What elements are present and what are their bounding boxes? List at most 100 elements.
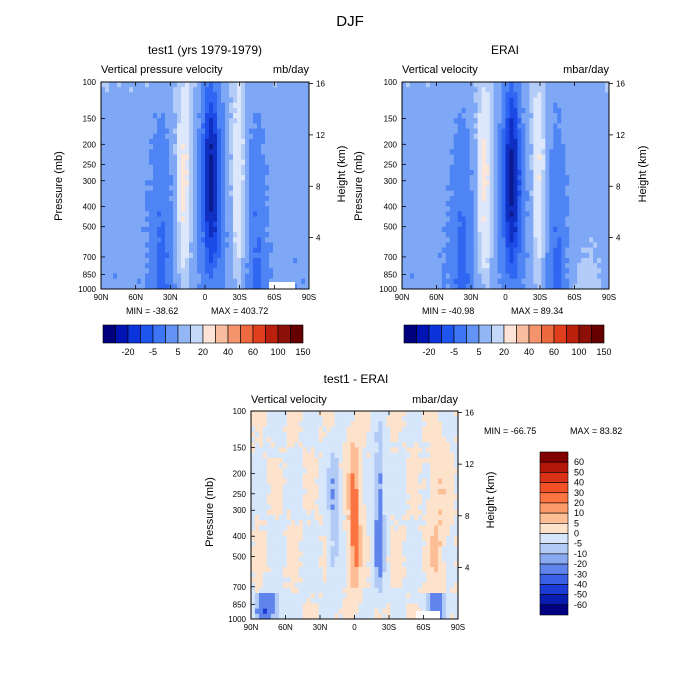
field-cell [137, 164, 142, 171]
y-tick-label: 200 [384, 140, 398, 149]
field-cell [454, 431, 459, 438]
field-cell [105, 221, 110, 228]
field-cell [251, 463, 256, 469]
field-cell [209, 185, 214, 192]
field-cell [418, 431, 423, 438]
field-cell [382, 447, 387, 453]
field-cell [461, 82, 467, 88]
colorbar-swatch [541, 324, 555, 344]
field-cell [557, 133, 562, 140]
field-cell [545, 128, 550, 135]
field-cell [402, 175, 407, 181]
field-cell [137, 138, 142, 145]
field-cell [477, 164, 482, 171]
field-cell [553, 278, 558, 285]
field-cell [121, 128, 126, 135]
field-cell [481, 138, 486, 145]
field-cell [406, 452, 411, 459]
field-cell [137, 232, 142, 238]
field-cell [465, 133, 471, 140]
field-cell [561, 237, 566, 243]
field-cell [521, 226, 526, 233]
field-cell [485, 273, 490, 279]
field-cell [322, 421, 327, 427]
field-cell [597, 128, 602, 135]
field-cell [209, 92, 214, 98]
field-cell [145, 144, 150, 150]
field-cell [589, 257, 594, 264]
field-cell [165, 190, 170, 197]
field-cell [221, 113, 226, 119]
field-cell [549, 201, 554, 207]
field-cell [453, 190, 459, 197]
field-cell [310, 463, 316, 469]
field-cell [513, 180, 518, 186]
field-cell [601, 123, 606, 129]
field-cell [113, 102, 118, 109]
field-cell [434, 431, 439, 438]
field-cell [577, 242, 582, 248]
field-cell [453, 154, 459, 160]
field-cell [173, 113, 178, 119]
field-cell [306, 416, 312, 422]
field-cell [605, 175, 610, 181]
field-cell [251, 457, 256, 464]
field-cell [305, 133, 310, 140]
field-cell [517, 138, 522, 145]
field-cell [398, 437, 403, 443]
field-cell [429, 283, 435, 290]
field-cell [205, 237, 210, 243]
field-cell [229, 185, 234, 192]
field-cell [569, 201, 574, 207]
field-cell [525, 97, 530, 104]
field-cell [386, 442, 391, 448]
field-cell [409, 190, 415, 197]
field-cell [501, 185, 506, 192]
field-cell [553, 211, 558, 217]
field-cell [593, 237, 598, 243]
field-cell [269, 113, 274, 119]
field-cell [197, 138, 202, 145]
field-cell [545, 164, 550, 171]
field-cell [529, 133, 534, 140]
field-cell [161, 190, 166, 197]
field-cell [437, 195, 443, 202]
field-cell [378, 447, 383, 453]
field-cell [505, 159, 510, 166]
field-cell [593, 216, 598, 223]
field-cell [173, 216, 178, 223]
field-cell [201, 185, 206, 192]
field-cell [133, 195, 138, 202]
field-cell [165, 257, 170, 264]
field-cell [425, 283, 431, 290]
field-cell [541, 175, 546, 181]
field-cell [293, 185, 298, 192]
field-cell [293, 278, 298, 285]
field-cell [290, 463, 296, 469]
field-cell [461, 185, 467, 192]
field-cell [157, 118, 162, 124]
field-cell [113, 87, 118, 93]
field-cell [565, 164, 570, 171]
field-cell [277, 247, 282, 254]
field-cell [485, 206, 490, 212]
field-cell [417, 123, 423, 129]
field-cell [181, 216, 186, 223]
field-cell [421, 268, 427, 274]
field-cell [605, 154, 610, 160]
field-cell [173, 92, 178, 98]
field-cell [457, 257, 463, 264]
field-cell [149, 216, 154, 223]
field-cell [445, 263, 451, 269]
field-cell [449, 257, 455, 264]
field-cell [366, 447, 371, 453]
field-cell [489, 102, 494, 109]
field-cell [402, 123, 407, 129]
field-cell [249, 237, 254, 243]
field-cell [581, 226, 586, 233]
field-cell [394, 447, 399, 453]
field-cell [125, 273, 130, 279]
field-cell [469, 180, 474, 186]
field-cell [173, 283, 178, 290]
field-cell [105, 175, 110, 181]
